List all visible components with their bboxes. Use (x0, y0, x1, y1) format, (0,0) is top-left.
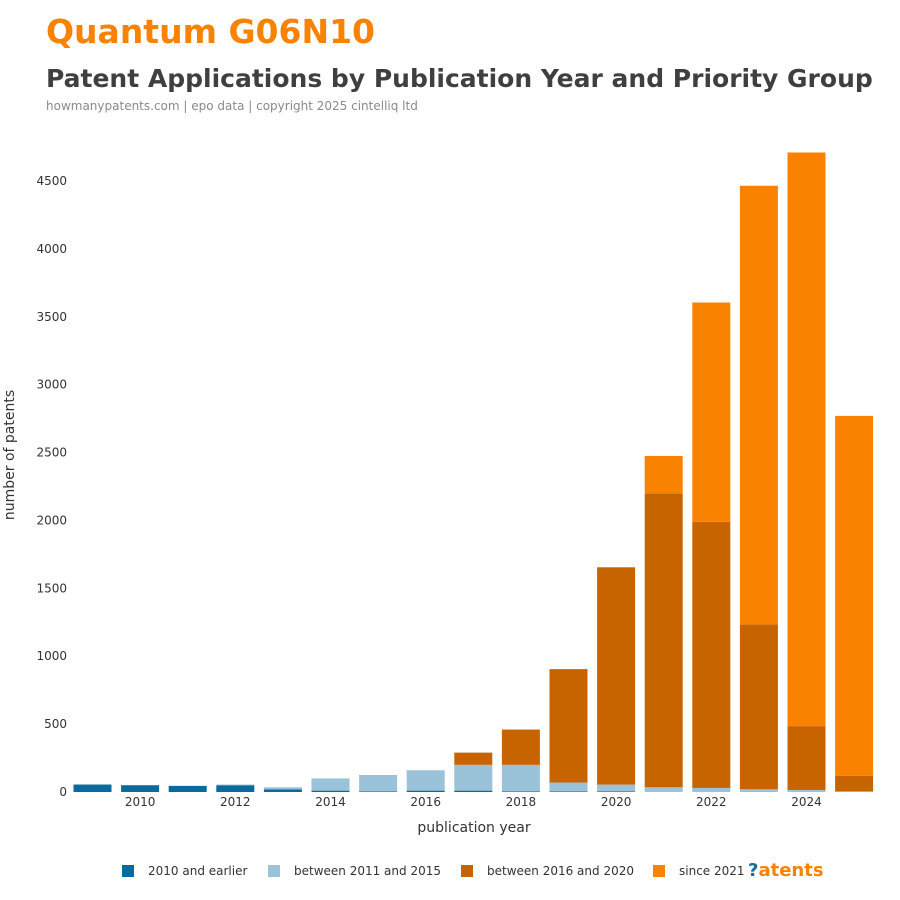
y-tick-label: 3500 (36, 310, 67, 324)
y-tick-label: 500 (44, 717, 67, 731)
bar-segment[interactable] (454, 752, 493, 765)
x-axis-ticks: 2010 2012 2014 2016 2018 2020 2022 2024 (125, 795, 822, 809)
brand-mark: ? (748, 860, 759, 881)
bar-segment[interactable] (692, 521, 731, 788)
bar-segment[interactable] (359, 775, 398, 792)
legend-item-since-2021[interactable]: since 2021 (653, 864, 745, 878)
x-axis-title: publication year (417, 820, 530, 836)
bar-segment[interactable] (644, 493, 683, 788)
bar-segment[interactable] (739, 624, 778, 790)
bar-segment[interactable] (454, 764, 493, 791)
chart-title: Patent Applications by Publication Year … (46, 64, 873, 93)
bar-segment[interactable] (549, 669, 588, 783)
x-tick-label: 2022 (696, 795, 727, 809)
bar-segment[interactable] (501, 764, 540, 792)
x-tick-label: 2018 (506, 795, 537, 809)
bar-segment[interactable] (216, 784, 255, 786)
legend-label: between 2011 and 2015 (294, 864, 441, 878)
bar-segment[interactable] (311, 790, 350, 792)
bars-layer (73, 152, 874, 792)
bar-segment[interactable] (549, 782, 588, 792)
bar-segment[interactable] (549, 791, 588, 792)
bar-segment[interactable] (263, 787, 302, 790)
legend-item-2016-2020[interactable]: between 2016 and 2020 (461, 864, 634, 878)
bar-segment[interactable] (311, 778, 350, 791)
bar-segment[interactable] (644, 455, 683, 494)
y-tick-label: 1500 (36, 581, 67, 595)
x-tick-label: 2020 (601, 795, 632, 809)
x-tick-label: 2014 (315, 795, 346, 809)
bar-segment[interactable] (597, 784, 636, 792)
y-axis-ticks: 0 500 1000 1500 2000 2500 3000 3500 4000 4500 (36, 174, 67, 799)
bar-segment[interactable] (787, 726, 826, 790)
bar-segment[interactable] (739, 185, 778, 625)
bar-segment[interactable] (263, 789, 302, 792)
chart-subtitle: howmanypatents.com | epo data | copyrigh… (46, 99, 418, 113)
legend-swatch (461, 865, 473, 877)
y-tick-label: 0 (59, 785, 67, 799)
bar-segment[interactable] (454, 790, 493, 792)
bar-segment[interactable] (787, 152, 826, 727)
y-axis-title: number of patents (2, 390, 18, 520)
bar-segment[interactable] (359, 791, 398, 792)
bar-segment[interactable] (597, 567, 636, 785)
bar-segment[interactable] (739, 789, 778, 792)
legend-swatch (268, 865, 280, 877)
x-tick-label: 2012 (220, 795, 251, 809)
y-tick-label: 4500 (36, 174, 67, 188)
y-tick-label: 3000 (36, 378, 67, 392)
legend: 2010 and earlier between 2011 and 2015 b… (0, 864, 900, 886)
legend-swatch (653, 865, 665, 877)
legend-swatch (122, 865, 134, 877)
x-tick-label: 2024 (791, 795, 822, 809)
y-tick-label: 1000 (36, 649, 67, 663)
legend-label: between 2016 and 2020 (487, 864, 634, 878)
x-tick-label: 2016 (410, 795, 441, 809)
bar-segment[interactable] (216, 785, 255, 792)
bar-segment[interactable] (835, 791, 874, 792)
bar-segment[interactable] (121, 785, 160, 792)
bar-segment[interactable] (406, 770, 445, 791)
bar-segment[interactable] (501, 791, 540, 792)
y-tick-label: 2500 (36, 446, 67, 460)
bar-segment[interactable] (406, 790, 445, 792)
legend-item-2011-2015[interactable]: between 2011 and 2015 (268, 864, 441, 878)
bar-segment[interactable] (692, 302, 731, 522)
bar-segment[interactable] (168, 785, 207, 792)
legend-label: since 2021 (679, 864, 745, 878)
bar-segment[interactable] (835, 415, 874, 776)
y-tick-label: 2000 (36, 513, 67, 527)
brand-logo: ?atents (748, 860, 824, 881)
bar-segment[interactable] (501, 729, 540, 765)
bar-segment[interactable] (835, 775, 874, 792)
bar-segment[interactable] (597, 791, 636, 792)
legend-label: 2010 and earlier (148, 864, 248, 878)
y-tick-label: 4000 (36, 242, 67, 256)
legend-item-2010-and-earlier[interactable]: 2010 and earlier (122, 864, 247, 878)
bar-segment[interactable] (644, 787, 683, 792)
bar-segment[interactable] (692, 787, 731, 792)
bar-segment[interactable] (787, 789, 826, 792)
x-tick-label: 2010 (125, 795, 156, 809)
bar-segment[interactable] (73, 784, 112, 792)
brand-text: atents (758, 860, 824, 881)
chart-topic: Quantum G06N10 (46, 12, 376, 51)
